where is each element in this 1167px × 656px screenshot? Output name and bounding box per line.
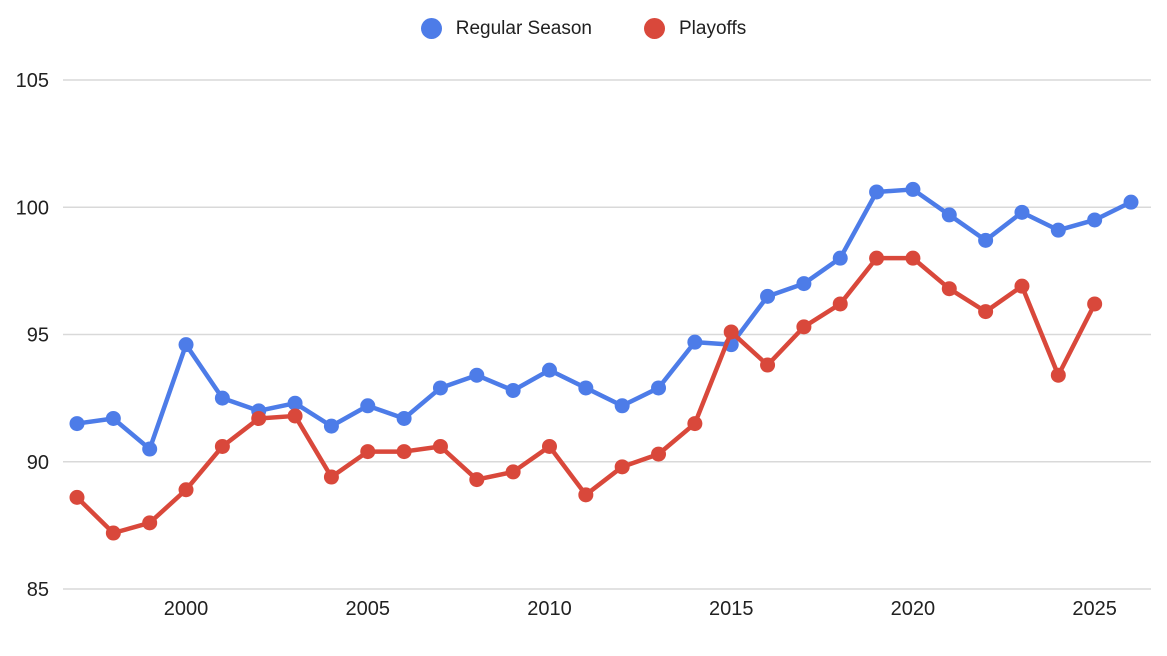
point-playoffs-2021	[941, 281, 957, 297]
point-regular-season-2000	[178, 337, 194, 353]
y-axis-tick-label-100: 100	[16, 197, 49, 219]
point-regular-season-2006	[396, 410, 412, 426]
point-playoffs-2011	[578, 487, 594, 503]
y-axis-tick-label-105: 105	[16, 70, 49, 92]
point-regular-season-1997	[69, 416, 85, 432]
series-line-regular-season	[74, 187, 1134, 452]
y-axis-tick-label-85: 85	[27, 579, 49, 601]
legend-marker-playoffs-icon	[644, 18, 665, 39]
point-playoffs-2005	[360, 444, 376, 460]
point-playoffs-2004	[323, 469, 339, 485]
x-axis-tick-label-2000: 2000	[164, 598, 209, 620]
point-playoffs-2010	[541, 438, 557, 454]
point-playoffs-2016	[760, 357, 776, 373]
point-playoffs-2008	[469, 472, 485, 488]
point-regular-season-2017	[796, 276, 812, 292]
point-regular-season-2005	[360, 398, 376, 414]
point-playoffs-2025	[1087, 296, 1103, 312]
point-playoffs-1999	[142, 515, 158, 531]
point-regular-season-2001	[214, 390, 230, 406]
point-regular-season-2023	[1014, 204, 1030, 220]
point-playoffs-2020	[905, 250, 921, 266]
point-regular-season-2008	[469, 367, 485, 383]
point-playoffs-2014	[687, 416, 703, 432]
point-regular-season-2007	[432, 380, 448, 396]
point-regular-season-2022	[978, 232, 994, 248]
chart-legend: Regular Season Playoffs	[0, 18, 1167, 39]
point-playoffs-1998	[105, 525, 121, 541]
x-axis-tick-label-2005: 2005	[346, 598, 391, 620]
point-regular-season-2009	[505, 382, 521, 398]
point-playoffs-2024	[1050, 367, 1066, 383]
point-regular-season-1998	[105, 410, 121, 426]
point-playoffs-2019	[869, 250, 885, 266]
point-playoffs-2022	[978, 304, 994, 320]
point-playoffs-2003	[287, 408, 303, 424]
point-playoffs-2018	[832, 296, 848, 312]
x-axis-tick-label-2010: 2010	[527, 598, 572, 620]
point-regular-season-2014	[687, 334, 703, 350]
legend-item-regular-season: Regular Season	[420, 18, 592, 39]
point-playoffs-2017	[796, 319, 812, 335]
point-regular-season-2024	[1050, 222, 1066, 238]
point-regular-season-2018	[832, 250, 848, 266]
x-axis-tick-label-2025: 2025	[1072, 598, 1117, 620]
legend-item-playoffs: Playoffs	[644, 18, 746, 39]
point-regular-season-2020	[905, 181, 921, 197]
x-axis-tick-label-2015: 2015	[709, 598, 754, 620]
legend-label-regular-season: Regular Season	[455, 18, 592, 39]
point-regular-season-2019	[869, 184, 885, 200]
point-regular-season-2013	[651, 380, 667, 396]
point-playoffs-2012	[614, 459, 630, 475]
point-regular-season-2004	[323, 418, 339, 434]
point-playoffs-2009	[505, 464, 521, 480]
point-regular-season-1999	[142, 441, 158, 457]
y-axis-tick-label-90: 90	[27, 452, 49, 474]
point-regular-season-2003	[287, 395, 303, 411]
point-regular-season-2011	[578, 380, 594, 396]
point-playoffs-2000	[178, 482, 194, 498]
x-axis-tick-label-2020: 2020	[891, 598, 936, 620]
point-playoffs-2013	[651, 446, 667, 462]
point-playoffs-2002	[251, 410, 267, 426]
point-playoffs-2015	[723, 324, 739, 340]
point-regular-season-2021	[941, 207, 957, 223]
point-regular-season-2016	[760, 288, 776, 304]
point-regular-season-2010	[541, 362, 557, 378]
point-playoffs-2001	[214, 438, 230, 454]
point-playoffs-1997	[69, 489, 85, 505]
legend-marker-regular-season-icon	[420, 18, 442, 39]
legend-label-playoffs: Playoffs	[679, 18, 747, 39]
point-playoffs-2007	[432, 438, 448, 454]
point-regular-season-2026	[1123, 194, 1139, 210]
point-playoffs-2006	[396, 444, 412, 460]
point-regular-season-2025	[1087, 212, 1103, 228]
y-axis-tick-label-95: 95	[27, 325, 49, 347]
point-regular-season-2012	[614, 398, 630, 414]
point-playoffs-2023	[1014, 278, 1030, 294]
